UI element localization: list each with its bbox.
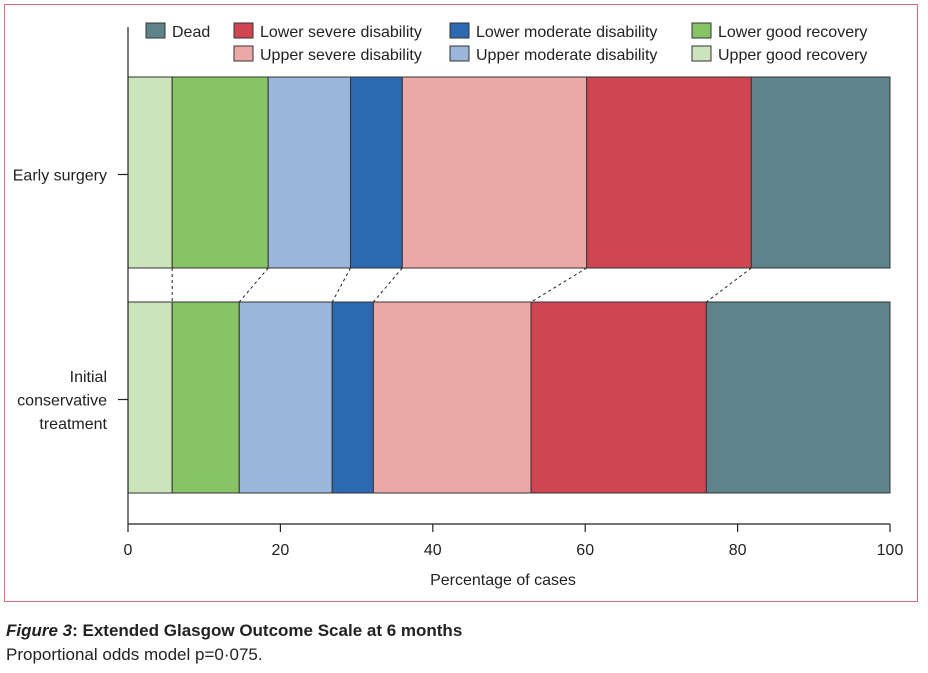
legend-label: Upper severe disability: [260, 47, 422, 64]
figure-label: Figure 3: [6, 621, 73, 640]
legend-label: Dead: [172, 24, 210, 41]
category-label: conservative: [17, 393, 107, 410]
legend-swatch: [691, 45, 712, 62]
x-tick-label: 0: [124, 542, 133, 559]
category-label: treatment: [39, 416, 107, 433]
x-tick-label: 60: [576, 542, 594, 559]
bar-segment-upper-moderate-disability-1: [267, 76, 352, 269]
legend-label: Upper moderate disability: [476, 47, 657, 64]
category-label: Initial: [70, 369, 107, 386]
figure-frame: [4, 4, 918, 602]
x-tick-label: 40: [424, 542, 442, 559]
bar-segment-lower-moderate-disability-2: [331, 301, 374, 494]
bar-segment-upper-good-recovery-2: [127, 301, 173, 494]
figure-subtitle: Proportional odds model p=0·075.: [6, 645, 263, 664]
legend-label: Upper good recovery: [718, 47, 867, 64]
bar-segment-upper-severe-disability-2: [372, 301, 532, 494]
legend-swatch: [691, 22, 712, 39]
legend-label: Lower severe disability: [260, 24, 422, 41]
figure-title: : Extended Glasgow Outcome Scale at 6 mo…: [72, 621, 463, 640]
bar-segment-lower-severe-disability-1: [586, 76, 752, 269]
bar-segment-lower-good-recovery-2: [171, 301, 240, 494]
x-tick-label: 80: [729, 542, 747, 559]
x-tick-label: 100: [877, 542, 904, 559]
connector-line: [331, 267, 351, 303]
legend-label: Lower moderate disability: [476, 24, 657, 41]
legend-swatch: [145, 22, 166, 39]
connector-line: [238, 267, 269, 303]
legend-swatch: [233, 45, 254, 62]
bar-segment-upper-moderate-disability-2: [238, 301, 333, 494]
figure-caption: Figure 3: Extended Glasgow Outcome Scale…: [6, 619, 462, 667]
bar-segment-lower-severe-disability-2: [530, 301, 707, 494]
bar-segment-upper-severe-disability-1: [401, 76, 588, 269]
bar-segment-dead-2: [705, 301, 891, 494]
x-tick-label: 20: [272, 542, 290, 559]
bar-segment-lower-good-recovery-1: [171, 76, 269, 269]
bar-segment-lower-moderate-disability-1: [350, 76, 403, 269]
connector-line: [530, 267, 587, 303]
legend-label: Lower good recovery: [718, 24, 867, 41]
bar-segment-upper-good-recovery-1: [127, 76, 173, 269]
connector-line: [706, 267, 752, 303]
connector-line: [372, 267, 403, 303]
stacked-bar-chart: 0 20 40 60 80 100 Percentage of cases Early sur…: [13, 22, 904, 589]
legend-swatch: [449, 45, 470, 62]
x-axis-label: Percentage of cases: [430, 572, 576, 589]
bar-segment-dead-1: [750, 76, 891, 269]
legend-swatch: [449, 22, 470, 39]
legend-swatch: [233, 22, 254, 39]
category-label: Early surgery: [13, 168, 107, 185]
